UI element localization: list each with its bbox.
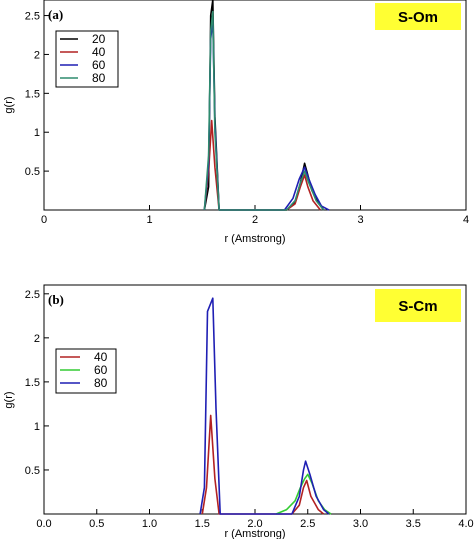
panel-a-badge-box: [375, 3, 461, 30]
panel-b-x-axis-title: r (Amstrong): [224, 528, 285, 539]
x-tick-label: 4.0: [458, 518, 473, 530]
panel-b-series: [199, 297, 332, 515]
x-tick-label: 4: [463, 214, 469, 226]
panel-a-y-axis-title: g(r): [3, 96, 15, 113]
y-tick-label: 2: [34, 333, 40, 345]
panel-a-label: (a): [48, 7, 63, 22]
x-tick-label: 0.5: [89, 518, 104, 530]
x-tick-label: 0: [41, 214, 47, 226]
panel-a-series: [203, 0, 330, 211]
panel-a-y-ticks: 0.5 1 1.5 2 2.5: [25, 11, 49, 178]
panel-b-y-ticks: 0.5 1 1.5 2 2.5: [25, 289, 49, 477]
y-tick-label: 2.5: [25, 11, 40, 23]
panel-a-badge: S-Om: [398, 9, 438, 26]
y-tick-label: 2: [34, 49, 40, 61]
series-line-60: [203, 18, 330, 211]
series-line-80: [199, 297, 330, 515]
legend-label-40: 40: [94, 350, 108, 364]
y-tick-label: 1: [34, 127, 40, 139]
panel-a-x-ticks: 0 1 2 3 4: [41, 205, 469, 226]
x-tick-label: 1: [146, 214, 152, 226]
panel-b-label: (b): [48, 292, 64, 307]
panel-a-x-axis-title: r (Amstrong): [224, 233, 285, 245]
x-tick-label: 3.0: [353, 518, 368, 530]
series-line-40: [203, 119, 322, 211]
y-tick-label: 1.5: [25, 377, 40, 389]
panel-b-y-axis-title: g(r): [3, 391, 15, 408]
series-line-80: [203, 10, 325, 211]
x-tick-label: 1.5: [195, 518, 210, 530]
x-tick-label: 2.0: [247, 518, 262, 530]
x-tick-label: 1.0: [142, 518, 157, 530]
legend-label-80: 80: [92, 71, 106, 85]
x-tick-label: 3: [357, 214, 363, 226]
panel-b-x-ticks: 0.0 0.5 1.0 1.5 2.0 2.5 3.0 3.5 4.0: [36, 509, 474, 530]
y-tick-label: 2.5: [25, 289, 40, 301]
x-tick-label: 2.5: [300, 518, 315, 530]
legend-label-20: 20: [92, 32, 106, 46]
legend-label-80: 80: [94, 376, 108, 390]
y-tick-label: 1: [34, 421, 40, 433]
x-tick-label: 0.0: [36, 518, 51, 530]
y-tick-label: 0.5: [25, 465, 40, 477]
panel-b-badge-box: [375, 289, 461, 322]
y-tick-label: 0.5: [25, 166, 40, 178]
x-tick-label: 3.5: [406, 518, 421, 530]
legend-label-60: 60: [92, 58, 106, 72]
legend-label-60: 60: [94, 363, 108, 377]
x-tick-label: 2: [252, 214, 258, 226]
series-line-40: [201, 414, 325, 515]
legend-label-40: 40: [92, 45, 106, 59]
panel-b-badge: S-Cm: [398, 298, 437, 315]
panel-b: 0.511.522.5 0.0 0.5 1.0 1.5 2.0 2.5 3.0 3.5 4.0 …: [3, 284, 474, 539]
y-tick-label: 1.5: [25, 88, 40, 100]
